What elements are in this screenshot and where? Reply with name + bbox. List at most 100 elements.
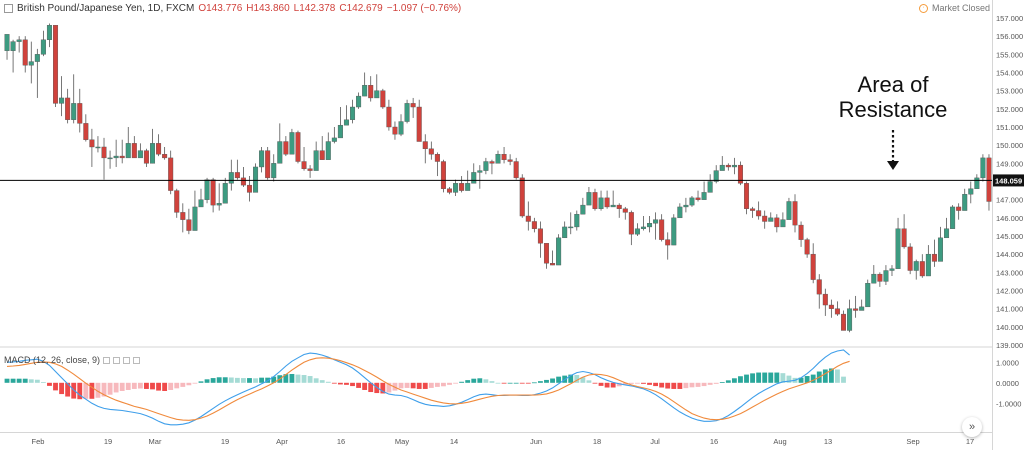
macd-histogram-bar (289, 373, 295, 383)
candle-body (131, 143, 137, 159)
macd-histogram-bar (598, 382, 604, 386)
macd-histogram-bar (568, 374, 574, 383)
price-tick-label: 145.000 (996, 232, 1023, 241)
macd-histogram-bar (228, 377, 234, 383)
candle-body (113, 155, 119, 159)
macd-histogram-bar (683, 382, 689, 389)
candle-body (95, 146, 101, 149)
macd-histogram-bar (28, 379, 34, 383)
candle-body (410, 103, 416, 108)
macd-histogram-bar (719, 382, 725, 383)
candle-body (907, 246, 913, 271)
time-tick-label: Aug (773, 437, 786, 446)
candle-body (374, 90, 380, 99)
macd-histogram-bar (695, 382, 701, 387)
eye-icon[interactable] (103, 356, 111, 364)
candle-body (416, 106, 422, 142)
candle-body (986, 157, 992, 202)
macd-histogram-bar (113, 382, 119, 393)
candle-body (125, 143, 131, 159)
candle-body (489, 161, 495, 164)
macd-histogram-bar (798, 377, 804, 383)
macd-histogram-bar (144, 382, 149, 389)
macd-histogram-bar (331, 382, 337, 384)
macd-histogram-bar (780, 373, 786, 383)
macd-histogram-bar (168, 382, 174, 390)
signal-line (6, 357, 850, 421)
macd-histogram-bar (465, 380, 471, 383)
macd-histogram-bar (89, 382, 95, 399)
candle-body (477, 170, 483, 173)
candle-body (950, 206, 956, 229)
candle-body (4, 34, 10, 51)
scroll-forward-button[interactable]: » (962, 417, 982, 437)
candle-body (968, 188, 974, 195)
macd-label[interactable]: MACD (12, 26, close, 9) (4, 355, 101, 365)
annotation-arrow-head (887, 161, 899, 170)
settings-icon[interactable] (113, 356, 121, 364)
candle-body (659, 219, 665, 240)
price-tick-label: 142.000 (996, 287, 1023, 296)
macd-histogram-bar (428, 382, 434, 388)
macd-histogram-bar (295, 374, 301, 383)
open-value: O143.776 (198, 3, 243, 14)
macd-histogram-bar (622, 382, 628, 385)
candle-body (604, 197, 610, 208)
candle-body (701, 192, 707, 200)
macd-histogram-bar (34, 379, 40, 383)
macd-histogram-bar (513, 382, 519, 384)
candle-body (786, 201, 792, 220)
macd-histogram-bar (83, 382, 89, 399)
macd-histogram-bar (174, 382, 180, 389)
macd-histogram-bar (422, 382, 428, 389)
price-tick-label: 153.000 (996, 87, 1023, 96)
macd-histogram-bar (804, 376, 810, 383)
candle-body (871, 273, 877, 284)
low-value: L142.378 (293, 3, 336, 14)
time-tick-label: 16 (337, 437, 345, 446)
high-value: H143.860 (246, 3, 290, 14)
candle-body (640, 226, 646, 229)
price-tick-label: 149.000 (996, 159, 1023, 168)
candle-body (83, 123, 89, 140)
candle-body (507, 159, 513, 162)
price-tick-label: 152.000 (996, 105, 1023, 114)
close-icon[interactable] (123, 356, 131, 364)
candle-body (53, 25, 59, 104)
candle-body (919, 261, 925, 277)
candle-body (434, 154, 440, 162)
macd-histogram-bar (725, 380, 731, 383)
macd-histogram-bar (477, 378, 483, 383)
macd-histogram-bar (525, 382, 531, 384)
collapse-icon[interactable] (4, 4, 13, 13)
candle-body (283, 141, 289, 155)
candle-body (459, 183, 465, 191)
macd-histogram-bar (459, 381, 465, 383)
macd-histogram-bar (198, 381, 204, 383)
macd-histogram-bar (398, 382, 404, 389)
price-tick-label: 143.000 (996, 268, 1023, 277)
more-icon[interactable] (133, 356, 141, 364)
candle-body (822, 293, 828, 306)
time-tick-label: 16 (710, 437, 718, 446)
candle-body (107, 157, 113, 160)
clock-icon: · (918, 3, 928, 13)
symbol-title[interactable]: British Pound/Japanese Yen, 1D, FXCM (17, 3, 195, 14)
candle-body (980, 157, 986, 179)
candle-body (895, 228, 901, 269)
candle-body (677, 206, 683, 219)
price-tick-label: 140.000 (996, 323, 1023, 332)
macd-histogram-bar (301, 375, 307, 383)
macd-histogram-bar (556, 376, 562, 383)
macd-histogram-bar (750, 373, 756, 383)
candle-body (271, 163, 277, 179)
candle-body (816, 279, 822, 295)
candle-body (337, 124, 343, 139)
macd-histogram-bar (59, 382, 65, 395)
macd-histogram-bar (107, 382, 113, 395)
price-tick-label: 150.000 (996, 141, 1023, 150)
candle-body (440, 161, 446, 189)
candle-body (398, 121, 404, 135)
macd-histogram-bar (538, 381, 543, 383)
